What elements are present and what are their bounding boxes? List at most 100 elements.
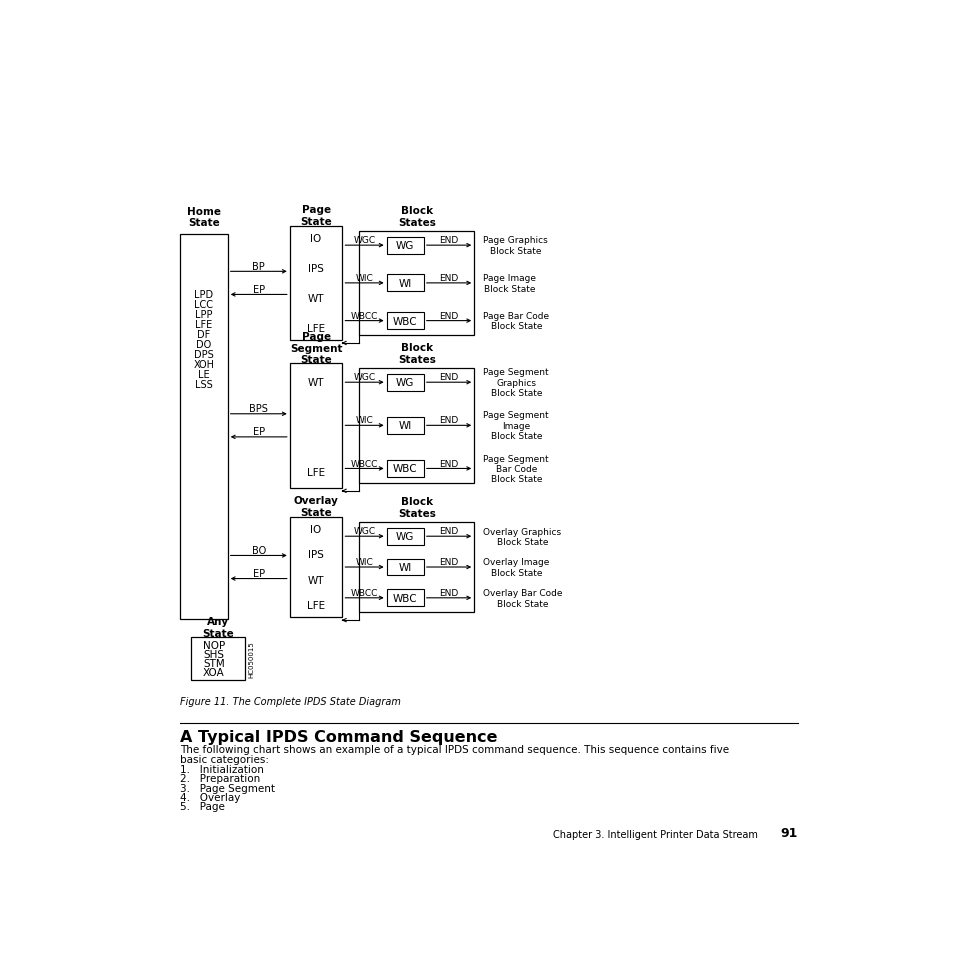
Text: Page Segment
Image
Block State: Page Segment Image Block State	[483, 411, 549, 441]
Text: LFE: LFE	[307, 468, 325, 477]
Text: LE: LE	[197, 370, 210, 379]
Bar	[386, 237, 423, 254]
Text: BP: BP	[253, 262, 265, 272]
Text: END: END	[439, 459, 458, 468]
Text: WI: WI	[398, 421, 412, 431]
Text: basic categories:: basic categories:	[179, 755, 269, 764]
Text: Any
State: Any State	[202, 617, 233, 639]
Text: Page
Segment
State: Page Segment State	[290, 332, 342, 365]
Text: WG: WG	[395, 532, 414, 541]
Text: WT: WT	[308, 377, 324, 388]
Bar	[386, 417, 423, 435]
Bar	[290, 227, 342, 340]
Text: EP: EP	[253, 285, 265, 294]
Text: LFE: LFE	[307, 600, 325, 610]
Text: LFE: LFE	[307, 323, 325, 334]
Text: 91: 91	[780, 826, 798, 839]
Text: XOH: XOH	[193, 359, 214, 370]
Text: WGC: WGC	[354, 527, 375, 536]
Text: Block
States: Block States	[397, 206, 436, 228]
Text: Page Segment
Graphics
Block State: Page Segment Graphics Block State	[483, 368, 549, 397]
Text: 5.   Page: 5. Page	[179, 801, 224, 811]
Text: DO: DO	[196, 339, 212, 350]
Text: The following chart shows an example of a typical IPDS command sequence. This se: The following chart shows an example of …	[179, 744, 728, 755]
Text: Home
State: Home State	[187, 207, 220, 228]
Text: END: END	[439, 312, 458, 320]
Text: END: END	[439, 558, 458, 566]
Text: WG: WG	[395, 241, 414, 251]
Bar	[359, 368, 474, 483]
Text: END: END	[439, 274, 458, 283]
Text: IPS: IPS	[308, 264, 324, 274]
Text: Page Bar Code
Block State: Page Bar Code Block State	[483, 312, 549, 331]
Text: END: END	[439, 527, 458, 536]
Text: 4.   Overlay: 4. Overlay	[179, 792, 240, 802]
Text: WT: WT	[308, 294, 324, 303]
Text: Overlay Graphics
Block State: Overlay Graphics Block State	[483, 527, 561, 546]
Bar	[179, 234, 228, 618]
Text: 2.   Preparation: 2. Preparation	[179, 774, 259, 783]
Text: WIC: WIC	[355, 416, 373, 425]
Text: XOA: XOA	[203, 668, 225, 678]
Text: LSS: LSS	[194, 379, 213, 390]
Text: A Typical IPDS Command Sequence: A Typical IPDS Command Sequence	[179, 729, 497, 744]
Text: HC050015: HC050015	[248, 640, 253, 678]
Text: WGC: WGC	[354, 236, 375, 245]
Text: IPS: IPS	[308, 550, 324, 559]
Text: Page
State: Page State	[300, 205, 332, 227]
Bar	[386, 528, 423, 545]
Text: LPP: LPP	[194, 310, 213, 319]
Bar	[359, 522, 474, 613]
Text: IO: IO	[310, 525, 321, 535]
Text: WBC: WBC	[393, 316, 417, 326]
Bar	[290, 517, 342, 618]
Bar	[191, 638, 245, 680]
Text: Block
States: Block States	[397, 343, 436, 364]
Text: DF: DF	[197, 330, 210, 339]
Text: DPS: DPS	[193, 350, 213, 359]
Text: WIC: WIC	[355, 558, 373, 566]
Text: Overlay Bar Code
Block State: Overlay Bar Code Block State	[483, 589, 562, 608]
Text: WI: WI	[398, 562, 412, 573]
Text: Chapter 3. Intelligent Printer Data Stream: Chapter 3. Intelligent Printer Data Stre…	[553, 829, 758, 839]
Text: WIC: WIC	[355, 274, 373, 283]
Text: LCC: LCC	[194, 299, 213, 310]
Text: WG: WG	[395, 377, 414, 388]
Text: 3.   Page Segment: 3. Page Segment	[179, 782, 274, 793]
Text: SHS: SHS	[203, 649, 224, 659]
Text: 1.   Initialization: 1. Initialization	[179, 764, 263, 775]
Text: END: END	[439, 373, 458, 382]
Text: WBCC: WBCC	[351, 588, 377, 598]
Bar	[386, 460, 423, 477]
Text: WI: WI	[398, 278, 412, 289]
Bar	[386, 559, 423, 576]
Text: Page Image
Block State: Page Image Block State	[483, 274, 536, 294]
Text: Figure 11. The Complete IPDS State Diagram: Figure 11. The Complete IPDS State Diagr…	[179, 696, 400, 706]
Text: WBC: WBC	[393, 593, 417, 603]
Bar	[386, 375, 423, 392]
Text: WGC: WGC	[354, 373, 375, 382]
Text: WBCC: WBCC	[351, 459, 377, 468]
Text: BO: BO	[252, 545, 266, 556]
Text: Overlay Image
Block State: Overlay Image Block State	[483, 558, 549, 578]
Text: END: END	[439, 236, 458, 245]
Text: END: END	[439, 416, 458, 425]
Text: LPD: LPD	[194, 290, 213, 299]
Text: EP: EP	[253, 569, 265, 578]
Text: Overlay
State: Overlay State	[294, 496, 338, 517]
Bar	[359, 232, 474, 335]
Text: STM: STM	[203, 659, 225, 669]
Text: NOP: NOP	[202, 640, 225, 650]
Text: LFE: LFE	[195, 319, 213, 330]
Text: END: END	[439, 588, 458, 598]
Bar	[386, 275, 423, 292]
Text: EP: EP	[253, 427, 265, 437]
Text: Block
States: Block States	[397, 497, 436, 518]
Text: WBCC: WBCC	[351, 312, 377, 320]
Bar	[386, 313, 423, 330]
Text: WT: WT	[308, 575, 324, 585]
Bar	[386, 590, 423, 607]
Text: WBC: WBC	[393, 464, 417, 474]
Text: Page Segment
Bar Code
Block State: Page Segment Bar Code Block State	[483, 454, 549, 484]
Text: BPS: BPS	[249, 404, 268, 414]
